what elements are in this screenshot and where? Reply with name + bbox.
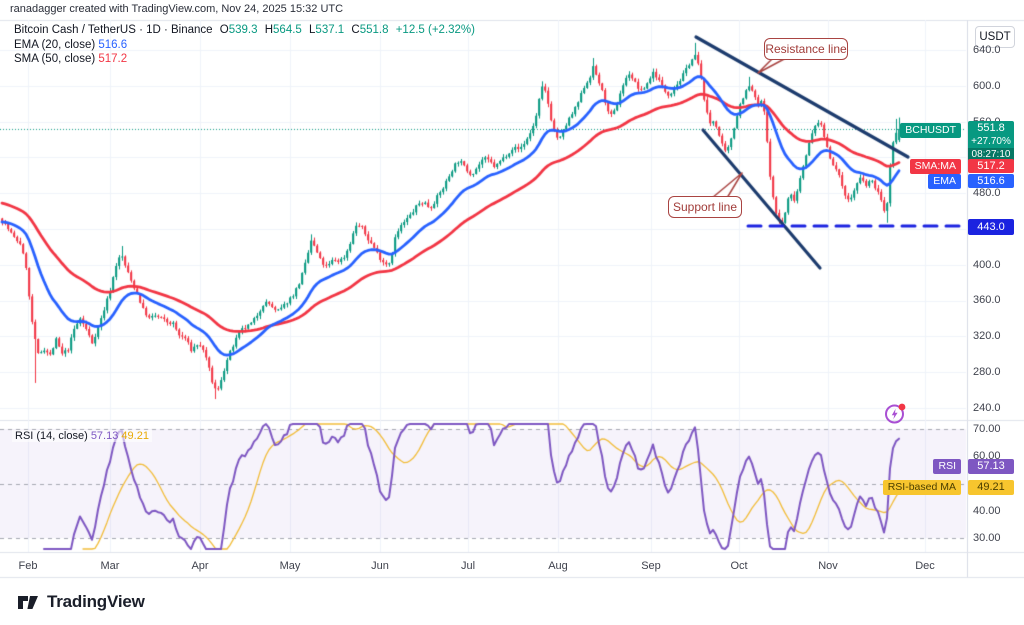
sma-axis-tag: SMA:MA xyxy=(909,159,961,174)
ema-legend-row[interactable]: EMA (20, close) 516.6 xyxy=(14,39,127,51)
change-value: +12.5 (+2.32%) xyxy=(395,24,475,36)
tick-label: 640.0 xyxy=(973,44,1001,56)
tick-label: 40.00 xyxy=(973,505,1001,517)
ema-axis-tag: EMA xyxy=(928,174,961,189)
month-label: Sep xyxy=(641,560,661,572)
ohlc-low-label: L xyxy=(309,24,316,36)
flash-boost-icon[interactable] xyxy=(883,401,907,425)
rsi-axis-value: 57.13 xyxy=(968,459,1014,474)
month-label: Mar xyxy=(100,560,120,572)
sma-axis-value: 517.2 xyxy=(968,159,1014,173)
sma-legend-row[interactable]: SMA (50, close) 517.2 xyxy=(14,53,127,65)
ema-axis-value: 516.6 xyxy=(968,174,1014,188)
rsi-value: 57.13 xyxy=(90,430,119,442)
rsi-legend-row[interactable]: RSI (14, close) 57.13 49.21 xyxy=(12,430,152,442)
ema-value: 516.6 xyxy=(98,39,128,51)
tradingview-logo[interactable]: TradingView xyxy=(16,590,145,614)
tick-label: 280.0 xyxy=(973,366,1001,378)
sma-value: 517.2 xyxy=(98,53,128,65)
tick-label: 320.0 xyxy=(973,330,1001,342)
tradingview-logo-text: TradingView xyxy=(47,592,145,611)
last-price: 551.8 xyxy=(977,122,1005,134)
rsi-ma-axis-tag: RSI-based MA xyxy=(882,480,961,495)
symbol-legend-row[interactable]: Bitcoin Cash / TetherUS · 1D · Binance O… xyxy=(14,24,475,36)
ohlc-open-value: 539.3 xyxy=(228,24,258,36)
tick-label: 30.00 xyxy=(973,532,1001,544)
sma-label: SMA (50, close) xyxy=(14,53,96,65)
session-change-pct: +27.70% xyxy=(971,136,1011,147)
month-label: May xyxy=(279,560,301,572)
month-label: Apr xyxy=(191,560,209,572)
month-label: Jun xyxy=(371,560,389,572)
bar-countdown: 08:27:10 xyxy=(968,148,1014,161)
month-label: Dec xyxy=(915,560,935,572)
price-axis[interactable] xyxy=(967,20,1024,577)
tick-label: 400.0 xyxy=(973,259,1001,271)
currency-toggle-button[interactable]: USDT xyxy=(975,26,1015,48)
rsi-axis-tag: RSI xyxy=(933,459,961,474)
support-line-callout[interactable]: Support line xyxy=(668,196,742,218)
symbol-title: Bitcoin Cash / TetherUS · 1D · Binance xyxy=(14,24,213,36)
ohlc-close-label: C xyxy=(351,24,360,36)
month-label: Aug xyxy=(548,560,568,572)
tick-label: 600.0 xyxy=(973,80,1001,92)
ohlc-high-value: 564.5 xyxy=(273,24,302,36)
tradingview-logo-icon xyxy=(18,596,38,609)
rsi-ma-value: 49.21 xyxy=(121,430,149,442)
ohlc-high-label: H xyxy=(264,24,274,36)
watermark: ranadagger created with TradingView.com,… xyxy=(10,3,344,15)
symbol-price-tag: BCHUSDT xyxy=(900,123,961,138)
tick-label: 240.0 xyxy=(973,402,1001,414)
ema-label: EMA (20, close) xyxy=(14,39,96,51)
ohlc-open-label: O xyxy=(219,24,229,36)
rsi-label: RSI (14, close) xyxy=(15,430,88,442)
month-label: Oct xyxy=(730,560,748,572)
tick-label: 360.0 xyxy=(973,294,1001,306)
tick-label: 70.00 xyxy=(973,423,1001,435)
ohlc-close-value: 551.8 xyxy=(359,24,389,36)
resistance-line-callout[interactable]: Resistance line xyxy=(764,38,848,60)
tick-label: 480.0 xyxy=(973,187,1001,199)
ohlc-low-value: 537.1 xyxy=(315,24,345,36)
month-label: Jul xyxy=(460,560,476,572)
support-level-badge: 443.0 xyxy=(968,219,1014,235)
symbol-price-badge: 551.8 +27.70% 08:27:10 xyxy=(968,121,1014,162)
month-label: Feb xyxy=(18,560,38,572)
rsi-ma-axis-value: 49.21 xyxy=(968,480,1014,495)
month-label: Nov xyxy=(818,560,838,572)
